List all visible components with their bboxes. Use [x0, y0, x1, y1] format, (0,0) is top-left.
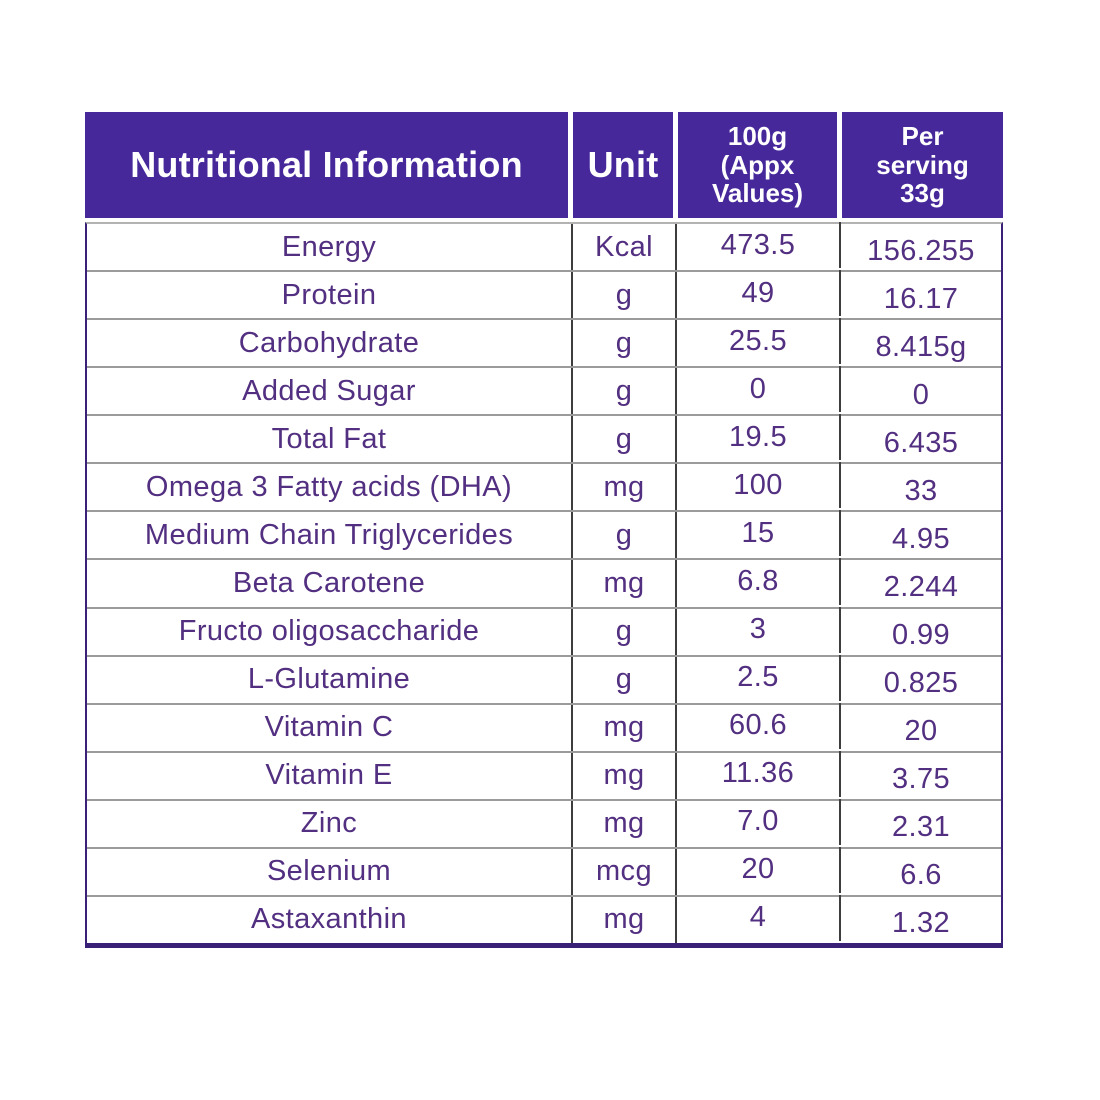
table-row: Energy Kcal 473.5 156.255	[87, 222, 1001, 273]
nutrient-name: Vitamin C	[87, 704, 573, 751]
value-per-serving: 4.95	[891, 522, 951, 555]
value-per-serving: 2.244	[883, 570, 959, 603]
nutrient-name: L-Glutamine	[87, 656, 573, 703]
value-per-serving: 0.99	[891, 619, 951, 652]
value-per-serving: 3.75	[891, 763, 951, 796]
nutrient-unit: g	[573, 512, 677, 559]
value-per-100g: 0	[677, 366, 841, 413]
value-per-100g: 473.5	[677, 222, 841, 269]
table-row: Zinc mg 7.0 2.31	[87, 798, 1001, 849]
nutrient-name: Omega 3 Fatty acids (DHA)	[87, 464, 573, 511]
table-row: Added Sugar g 0 0	[87, 366, 1001, 417]
value-per-serving: 1.32	[891, 907, 951, 940]
table-header: Nutritional Information Unit 100g (Appx …	[85, 112, 1003, 218]
table-row: Fructo oligosaccharide g 3 0.99	[87, 606, 1001, 657]
nutrient-name: Fructo oligosaccharide	[87, 608, 573, 655]
value-per-serving: 0.825	[883, 667, 959, 700]
value-per-100g: 15	[677, 510, 841, 557]
nutrient-name: Energy	[87, 224, 573, 271]
nutrient-unit: mg	[573, 752, 677, 799]
table-row: Beta Carotene mg 6.8 2.244	[87, 558, 1001, 609]
nutrient-unit: Kcal	[573, 224, 677, 271]
nutrient-unit: mg	[573, 896, 677, 943]
nutrient-name: Vitamin E	[87, 752, 573, 799]
value-per-100g: 2.5	[677, 654, 841, 701]
value-per-serving: 6.6	[900, 859, 942, 892]
nutrient-unit: mg	[573, 560, 677, 607]
value-per-serving: 33	[904, 474, 938, 507]
value-per-serving: 20	[904, 715, 938, 748]
nutrition-table: Nutritional Information Unit 100g (Appx …	[85, 112, 1003, 948]
table-row: Medium Chain Triglycerides g 15 4.95	[87, 510, 1001, 561]
nutrient-unit: mcg	[573, 848, 677, 895]
value-per-serving: 8.415g	[875, 330, 967, 363]
value-per-serving: 16.17	[883, 282, 959, 315]
nutrient-unit: g	[573, 320, 677, 367]
table-row: Total Fat g 19.5 6.435	[87, 414, 1001, 465]
value-per-serving: 156.255	[867, 234, 975, 267]
nutrient-unit: g	[573, 608, 677, 655]
value-per-100g: 20	[677, 846, 841, 893]
value-per-100g: 49	[677, 270, 841, 317]
nutrient-unit: g	[573, 368, 677, 415]
value-per-100g: 25.5	[677, 318, 841, 365]
header-per-100g: 100g (Appx Values)	[678, 112, 842, 218]
nutrient-name: Carbohydrate	[87, 320, 573, 367]
value-per-serving: 2.31	[891, 811, 951, 844]
header-per-serving: Per serving 33g	[842, 112, 1003, 218]
nutrient-name: Zinc	[87, 800, 573, 847]
value-per-100g: 4	[677, 894, 841, 941]
value-per-100g: 19.5	[677, 414, 841, 461]
value-per-100g: 3	[677, 606, 841, 653]
nutrient-unit: mg	[573, 704, 677, 751]
nutrient-name: Beta Carotene	[87, 560, 573, 607]
table-row: Carbohydrate g 25.5 8.415g	[87, 318, 1001, 369]
table-body: Energy Kcal 473.5 156.255 Protein g 49 16.17 Car…	[85, 222, 1003, 948]
header-unit: Unit	[573, 112, 678, 218]
value-per-100g: 6.8	[677, 558, 841, 605]
value-per-100g: 7.0	[677, 798, 841, 845]
table-row: Selenium mcg 20 6.6	[87, 846, 1001, 897]
nutrient-name: Total Fat	[87, 416, 573, 463]
value-per-100g: 100	[677, 462, 841, 509]
table-row: Astaxanthin mg 4 1.32	[87, 894, 1001, 943]
nutrient-name: Astaxanthin	[87, 896, 573, 943]
value-per-serving: 6.435	[883, 426, 959, 459]
table-row: Omega 3 Fatty acids (DHA) mg 100 33	[87, 462, 1001, 513]
table-row: Protein g 49 16.17	[87, 270, 1001, 321]
value-per-100g: 60.6	[677, 702, 841, 749]
nutrient-unit: mg	[573, 800, 677, 847]
nutrient-name: Added Sugar	[87, 368, 573, 415]
nutrient-name: Protein	[87, 272, 573, 319]
table-row: L-Glutamine g 2.5 0.825	[87, 654, 1001, 705]
nutrient-unit: g	[573, 272, 677, 319]
nutrient-unit: g	[573, 656, 677, 703]
value-per-100g: 11.36	[677, 750, 841, 797]
nutrient-unit: g	[573, 416, 677, 463]
nutrient-name: Medium Chain Triglycerides	[87, 512, 573, 559]
nutrient-unit: mg	[573, 464, 677, 511]
nutrient-name: Selenium	[87, 848, 573, 895]
header-nutritional-information: Nutritional Information	[85, 112, 573, 218]
value-per-serving: 0	[912, 378, 930, 411]
